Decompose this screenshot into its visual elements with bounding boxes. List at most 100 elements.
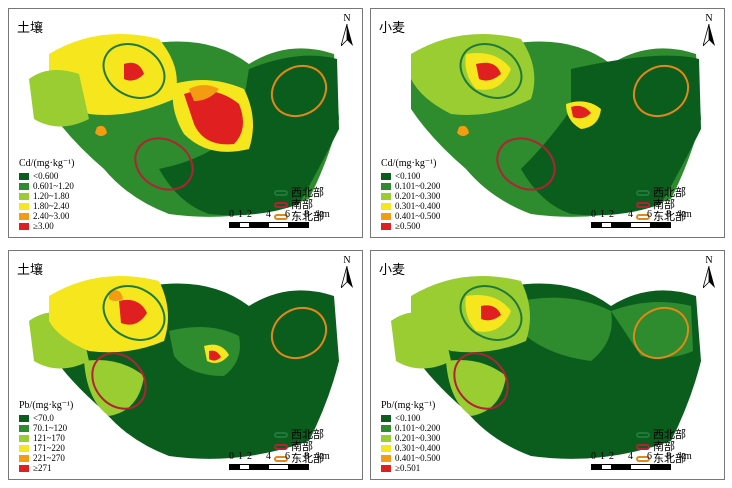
scale-tick: 1 [238, 451, 243, 462]
zone-label: 西北部 [291, 187, 324, 199]
legend-item: 221~270 [19, 453, 73, 463]
legend-label: 2.40~3.00 [33, 211, 70, 221]
zone-ellipse-swatch [274, 432, 288, 438]
legend-item: 0.601~1.20 [19, 181, 75, 191]
legend-item: 121~170 [19, 433, 73, 443]
legend-swatch [19, 424, 29, 432]
legend-swatch [381, 424, 391, 432]
legend-swatch [381, 222, 391, 230]
scale-tick: 0 [591, 209, 596, 220]
map-wheat-cd [411, 34, 701, 217]
legend-label: 1.20~1.80 [33, 191, 70, 201]
legend-label: ≥0.500 [395, 221, 421, 231]
legend-swatch [19, 172, 29, 180]
north-arrow-icon [341, 266, 353, 288]
north-arrow-icon [703, 266, 715, 288]
scale-bar: 0 1 2 4 6 8 km [591, 209, 721, 228]
legend-item: 0.401~0.500 [381, 453, 440, 463]
scale-tick: 4 [266, 209, 271, 220]
scale-unit: km [317, 209, 330, 220]
legend-label: <70.0 [33, 413, 54, 423]
legend-title: Cd/(mg·kg⁻¹) [19, 158, 75, 169]
scale-bar: 0 1 2 4 6 8 km [229, 451, 359, 470]
zone-item: 西北部 [636, 187, 686, 199]
scale-tick: 8 [304, 451, 309, 462]
scale-tick: 2 [247, 209, 252, 220]
panel-title: 土壤 [17, 262, 44, 277]
legend-label: 171~220 [33, 443, 65, 453]
zone-ellipse-swatch [274, 456, 288, 462]
legend: Pb/(mg·kg⁻¹) <70.0 70.1~120 121~170 171~… [19, 401, 73, 473]
legend-swatch [19, 454, 29, 462]
scale-tick: 6 [285, 451, 290, 462]
legend-swatch [381, 464, 391, 472]
legend-swatch [381, 454, 391, 462]
scale-tick: 0 [229, 209, 234, 220]
zone-item: 东北部 [274, 453, 324, 465]
map-soil-pb [29, 276, 339, 459]
legend-label: 121~170 [33, 433, 65, 443]
panel-title: 小麦 [379, 262, 406, 277]
legend-label: ≥0.501 [395, 463, 421, 473]
legend-label: 0.301~0.400 [395, 443, 441, 453]
legend-label: 70.1~120 [33, 423, 68, 433]
legend-title: Cd/(mg·kg⁻¹) [381, 158, 437, 169]
scale-tick: 4 [628, 209, 633, 220]
scale-tick: 2 [609, 209, 614, 220]
legend-item: <70.0 [19, 413, 73, 423]
zone-item: 南部 [636, 441, 686, 453]
zone-ellipse-swatch [274, 444, 288, 450]
legend-swatch [381, 212, 391, 220]
legend-swatch [381, 414, 391, 422]
legend-item: 0.101~0.200 [381, 181, 440, 191]
legend-item: <0.600 [19, 171, 75, 181]
scale-tick: 4 [628, 451, 633, 462]
zone-item: 东北部 [636, 453, 686, 465]
scale-tick: 4 [266, 451, 271, 462]
map-soil-cd [29, 34, 339, 217]
legend-swatch [381, 202, 391, 210]
zone-ellipse-swatch [636, 190, 650, 196]
legend-label: 0.101~0.200 [395, 181, 441, 191]
legend-swatch [19, 192, 29, 200]
legend-item: 0.401~0.500 [381, 211, 440, 221]
zone-legend: 西北部 南部 东北部 [274, 429, 324, 465]
zone-label: 西北部 [653, 429, 686, 441]
legend-item: 0.201~0.300 [381, 433, 440, 443]
scale-tick: 8 [666, 451, 671, 462]
legend-item: 1.80~2.40 [19, 201, 75, 211]
zone-label: 南部 [291, 199, 313, 211]
scale-tick: 6 [647, 209, 652, 220]
zone-label: 西北部 [653, 187, 686, 199]
zone-label: 东北部 [291, 453, 324, 465]
legend-swatch [19, 212, 29, 220]
scale-tick: 1 [600, 451, 605, 462]
scale-tick: 1 [600, 209, 605, 220]
scale-tick: 1 [238, 209, 243, 220]
scale-unit: km [679, 451, 692, 462]
legend-title: Pb/(mg·kg⁻¹) [381, 400, 436, 411]
scale-tick: 0 [229, 451, 234, 462]
legend-item: 2.40~3.00 [19, 211, 75, 221]
scale-bar-graphic [591, 464, 671, 470]
zone-ellipse-swatch [636, 432, 650, 438]
scale-tick: 8 [666, 209, 671, 220]
legend: Cd/(mg·kg⁻¹) <0.100 0.101~0.200 0.201~0.… [381, 159, 440, 231]
scale-bar-graphic [591, 222, 671, 228]
north-arrow-icon [341, 24, 353, 46]
zone-item: 南部 [274, 441, 324, 453]
scale-tick: 2 [609, 451, 614, 462]
north-label: N [343, 255, 351, 266]
zone-legend: 西北部 南部 东北部 [636, 429, 686, 465]
zone-legend: 西北部 南部 东北部 [636, 187, 686, 223]
legend-item: ≥0.500 [381, 221, 440, 231]
panel-title: 土壤 [17, 20, 44, 35]
north-arrow-icon [703, 24, 715, 46]
map-panel-wheat-pb: 小麦 N Pb/(mg·kg⁻¹) <0.100 0.101~0.200 0.2… [370, 250, 725, 480]
zone-item: 西北部 [636, 429, 686, 441]
legend-label: 0.201~0.300 [395, 191, 441, 201]
legend-item: <0.100 [381, 413, 440, 423]
legend-item: 0.301~0.400 [381, 443, 440, 453]
legend-label: 0.301~0.400 [395, 201, 441, 211]
zone-item: 东北部 [274, 211, 324, 223]
